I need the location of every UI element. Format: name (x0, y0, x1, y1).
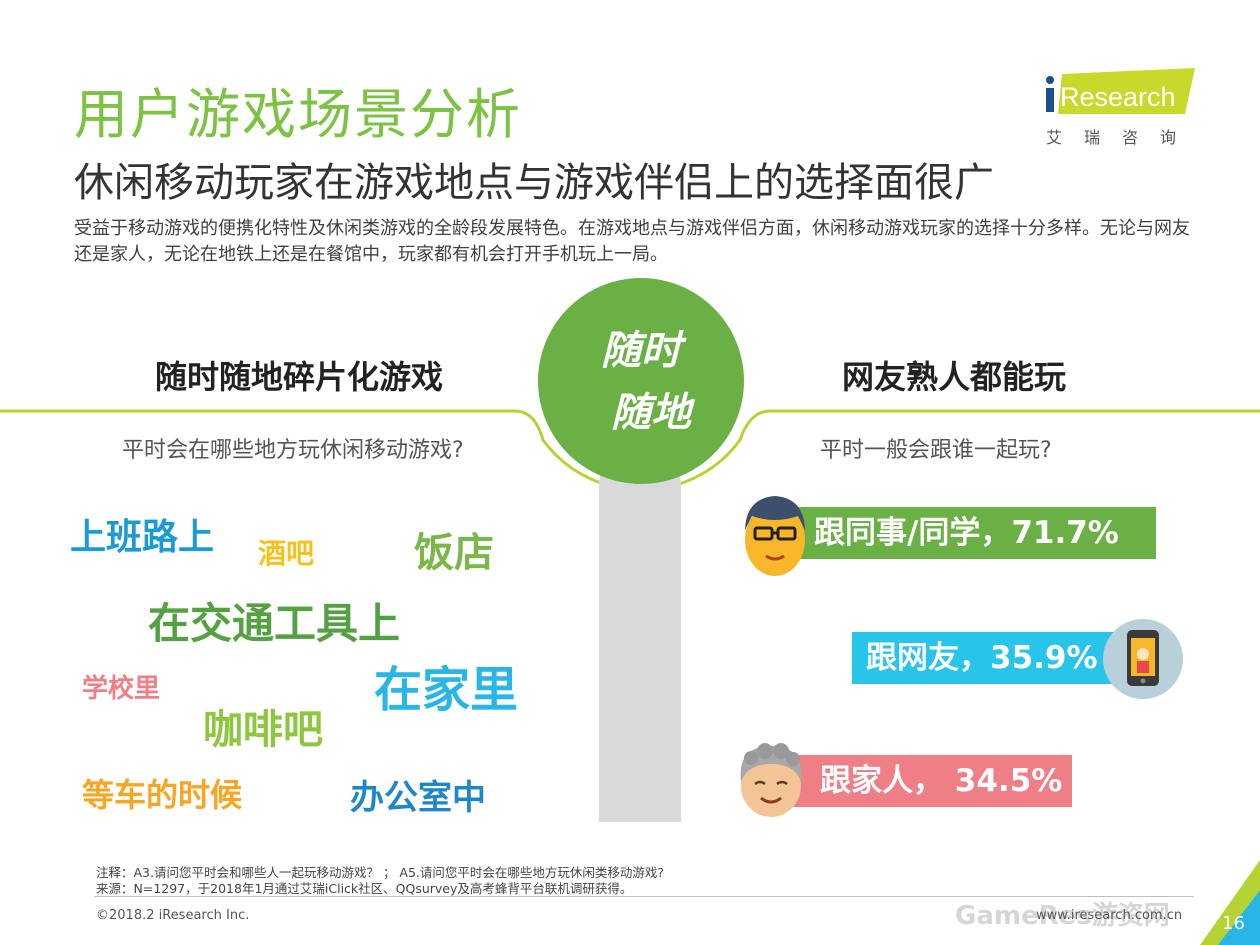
intro-paragraph: 受益于移动游戏的便携化特性及休闲类游戏的全龄段发展特色。在游戏地点与游戏伴侣方面… (74, 218, 1190, 265)
footer-divider (94, 896, 1194, 897)
survey-note: 注释：A3.请问您平时会和哪些人一起玩移动游戏？ ； A5.请问您平时会在哪些地… (96, 865, 665, 880)
data-source: 来源：N=1297，于2018年1月通过艾瑞iClick社区、QQsurvey及… (96, 881, 633, 896)
badge-line-2: 随地 (611, 390, 691, 436)
companion-bar-family: 跟家人， 34.5% (790, 755, 1072, 807)
place-word: 在家里 (374, 662, 519, 718)
place-word: 饭店 (414, 530, 494, 576)
companion-bar-colleagues: 跟同事/同学，71.7% (786, 507, 1156, 559)
logo-chinese-name: 艾瑞咨询 (1046, 128, 1199, 147)
badge-line-1: 随时 (601, 328, 681, 374)
family-elder-face-icon (740, 743, 802, 817)
place-word: 办公室中 (350, 778, 486, 818)
place-word: 酒吧 (258, 537, 315, 570)
center-gray-bar (599, 480, 681, 822)
svg-text:Research: Research (1060, 82, 1176, 112)
place-word: 等车的时候 (82, 776, 243, 814)
right-question: 平时一般会跟谁一起玩? (820, 438, 1052, 463)
place-word: 在交通工具上 (148, 599, 401, 648)
left-question: 平时会在哪些地方玩休闲移动游戏? (122, 438, 464, 463)
place-word: 上班路上 (70, 517, 215, 558)
place-word: 学校里 (82, 674, 161, 704)
left-heading: 随时随地碎片化游戏 (155, 358, 444, 396)
right-heading: 网友熟人都能玩 (842, 358, 1067, 396)
page-subtitle: 休闲移动玩家在游戏地点与游戏伴侣上的选择面很广 (74, 160, 994, 206)
page-title: 用户游戏场景分析 (74, 83, 522, 146)
page-corner-decoration (1200, 860, 1260, 945)
center-badge (538, 278, 744, 484)
place-word: 咖啡吧 (203, 707, 323, 753)
colleague-face-icon (745, 496, 805, 576)
phone-friend-icon (1103, 619, 1183, 699)
watermark: GameRes游资网 (955, 901, 1170, 931)
page-number: 16 (1222, 913, 1245, 934)
copyright: ©2018.2 iResearch Inc. (96, 908, 250, 923)
companion-bar-online-friends: 跟网友，35.9% (852, 632, 1124, 684)
website-url: www.iresearch.com.cn (1036, 908, 1183, 923)
iresearch-logo: Research (1046, 68, 1195, 114)
